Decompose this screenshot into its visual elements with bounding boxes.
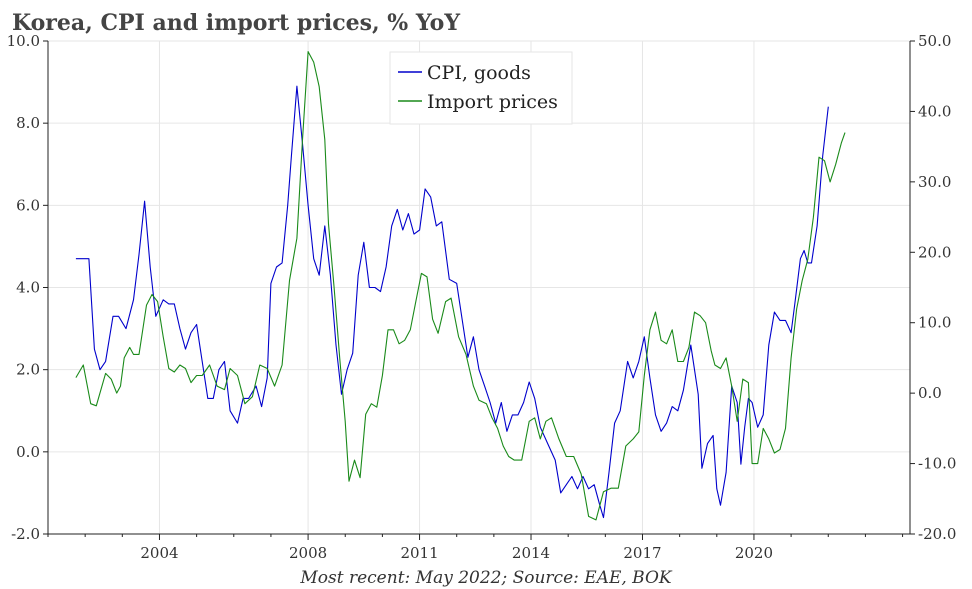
chart-title: Korea, CPI and import prices, % YoY bbox=[12, 10, 460, 36]
series-lines bbox=[75, 51, 846, 521]
y-right-tick-label: -20.0 bbox=[918, 525, 956, 543]
y-right-tick-label: -10.0 bbox=[918, 455, 956, 473]
y-right-tick-label: 40.0 bbox=[918, 102, 951, 120]
y-right-tick-label: 20.0 bbox=[918, 243, 951, 261]
y-right-tick-label: 30.0 bbox=[918, 173, 951, 191]
legend-box bbox=[389, 51, 573, 125]
series-line-import-prices bbox=[75, 51, 846, 521]
y-left-tick-label: 6.0 bbox=[16, 196, 40, 214]
y-right-tick-label: 0.0 bbox=[918, 384, 942, 402]
y-left-tick-label: 10.0 bbox=[7, 32, 40, 50]
x-tick-label: 2020 bbox=[735, 544, 773, 562]
y-left-tick-label: 4.0 bbox=[16, 279, 40, 297]
legend-label-import: Import prices bbox=[427, 91, 558, 113]
x-tick-label: 2011 bbox=[400, 544, 438, 562]
x-tick-label: 2008 bbox=[289, 544, 327, 562]
y-left-tick-label: 8.0 bbox=[16, 114, 40, 132]
y-left-tick-label: 2.0 bbox=[16, 361, 40, 379]
x-tick-label: 2004 bbox=[140, 544, 178, 562]
source-note: Most recent: May 2022; Source: EAE, BOK bbox=[299, 568, 673, 588]
y-right-tick-label: 10.0 bbox=[918, 314, 951, 332]
x-tick-label: 2014 bbox=[512, 544, 550, 562]
legend: CPI, goods Import prices bbox=[389, 51, 573, 125]
series-line-cpi bbox=[75, 85, 829, 519]
y-left-tick-label: 0.0 bbox=[16, 443, 40, 461]
y-right-tick-label: 50.0 bbox=[918, 32, 951, 50]
x-tick-label: 2017 bbox=[623, 544, 661, 562]
y-left-tick-label: -2.0 bbox=[11, 525, 40, 543]
axes: -2.0 0.0 2.0 4.0 6.0 8.0 10.0 -20.0 -10.0 0.0 10.0… bbox=[7, 32, 957, 562]
legend-label-cpi: CPI, goods bbox=[427, 62, 531, 84]
